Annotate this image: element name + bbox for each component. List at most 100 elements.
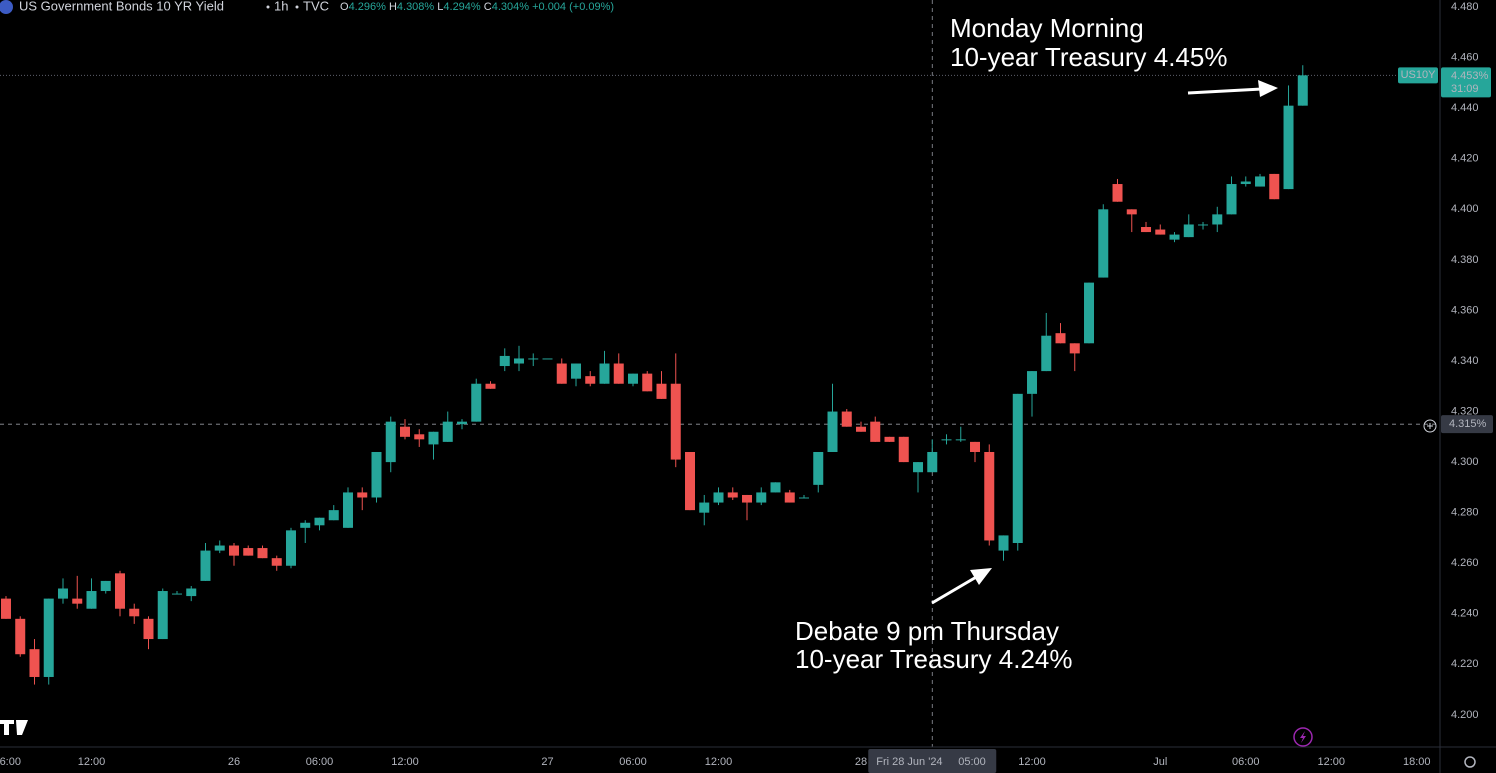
candle-body [314, 517, 325, 526]
y-tick-label: 4.440 [1451, 102, 1479, 114]
candle-body [613, 363, 624, 384]
candle-body [742, 494, 753, 503]
annotation: Monday Morning [950, 13, 1144, 43]
arrow-head [1258, 80, 1278, 97]
candle-body [357, 492, 368, 498]
candle-body [784, 492, 795, 503]
candle-body [1212, 214, 1223, 225]
candle-body [998, 535, 1009, 551]
ohlc-letter: H [389, 1, 397, 13]
candle-body [100, 580, 111, 592]
annotation: Debate 9 pm Thursday [795, 616, 1059, 646]
candle-body [271, 558, 282, 566]
candle-body [1012, 393, 1023, 543]
arrow [1187, 87, 1263, 95]
candles [0, 65, 1308, 685]
y-tick-label: 4.420 [1451, 153, 1479, 165]
candle-body [471, 383, 482, 422]
y-tick-label: 4.240 [1451, 608, 1479, 620]
candle-body [1226, 184, 1237, 215]
candle-body [656, 383, 667, 399]
y-tick-label: 4.280 [1451, 507, 1479, 519]
lightning-button[interactable] [1293, 727, 1313, 747]
candle-body [513, 358, 524, 364]
ohlc-change: +0.004 (+0.09%) [532, 1, 614, 13]
candle-body [1141, 227, 1152, 233]
candle-body [870, 421, 881, 442]
y-tick-label: 4.460 [1451, 52, 1479, 64]
candle-body [1183, 224, 1194, 238]
candle-body [228, 545, 239, 556]
candle-body [29, 649, 40, 677]
candle-body [984, 451, 995, 541]
candle-body [699, 502, 710, 513]
ohlc-value: 4.304% [492, 1, 530, 13]
x-tick-label: 12:00 [1318, 756, 1346, 768]
candle-body [756, 492, 767, 503]
logo[interactable] [0, 720, 28, 735]
add-icon [1427, 423, 1433, 429]
candle-body [642, 373, 653, 392]
candle-body [599, 363, 610, 384]
y-tick-label: 4.340 [1451, 355, 1479, 367]
countdown-label: 31:09 [1451, 83, 1479, 95]
candle-body [727, 492, 738, 498]
lightning-icon [1300, 731, 1306, 743]
symbol-tag: US10Y [1401, 69, 1437, 81]
x-tick-label: 12:00 [391, 756, 419, 768]
candle-body [1155, 229, 1166, 235]
candle-body [1269, 173, 1280, 200]
add-button[interactable] [1423, 419, 1437, 433]
candle-body [898, 436, 909, 463]
x-tick-label: 28 [855, 756, 867, 768]
y-tick-label: 4.220 [1451, 658, 1479, 670]
candle-body [941, 439, 952, 441]
candle-body [970, 441, 981, 452]
candle-body [143, 618, 154, 640]
symbol-tag-bg [1398, 67, 1438, 84]
candle-body [72, 598, 83, 604]
arrow-head [970, 568, 992, 585]
y-tick-label: 4.400 [1451, 203, 1479, 215]
symbol-title[interactable]: US Government Bonds 10 YR Yield [19, 0, 224, 13]
candle-body [585, 376, 596, 384]
annotation: 10-year Treasury 4.45% [950, 42, 1227, 72]
x-tick-label: 06:00 [1232, 756, 1260, 768]
candle-body [300, 522, 311, 528]
candle-body [385, 421, 396, 463]
candle-body [713, 492, 724, 503]
candle-body [1084, 282, 1095, 344]
source: TVC [303, 0, 329, 13]
settings-button[interactable] [1464, 756, 1476, 768]
ohlc-value: 4.296% [349, 1, 387, 13]
y-tick-label: 4.320 [1451, 405, 1479, 417]
candle-body [799, 497, 810, 499]
crosshair-price-tag-bg [1441, 415, 1493, 434]
candle-body [456, 421, 467, 425]
candle-body [200, 550, 211, 581]
candle-body [542, 358, 553, 360]
x-tick-label: 12:00 [78, 756, 106, 768]
candle-body [813, 451, 824, 485]
y-tick-label: 4.360 [1451, 304, 1479, 316]
last-price-label: 4.453% [1451, 70, 1489, 82]
candle-body [1069, 343, 1080, 354]
ohlc-letter: L [437, 1, 443, 13]
candle-body [214, 545, 225, 551]
candle-body [841, 411, 852, 427]
candle-body [1255, 176, 1266, 187]
ohlc-value: 4.294% [443, 1, 481, 13]
y-tick-label: 4.300 [1451, 456, 1479, 468]
candle-body [257, 548, 268, 559]
candle-body [129, 608, 140, 617]
candle-body [114, 573, 125, 609]
interval[interactable]: 1h [274, 0, 288, 13]
y-tick-label: 4.480 [1451, 1, 1479, 13]
candle-body [628, 373, 639, 384]
x-tick-label: 27 [541, 756, 553, 768]
candle-body [1283, 105, 1294, 190]
arrow [931, 574, 979, 605]
x-tick-label: 18:00 [1403, 756, 1431, 768]
crosshair-date-label: Fri 28 Jun '24 [876, 756, 942, 768]
